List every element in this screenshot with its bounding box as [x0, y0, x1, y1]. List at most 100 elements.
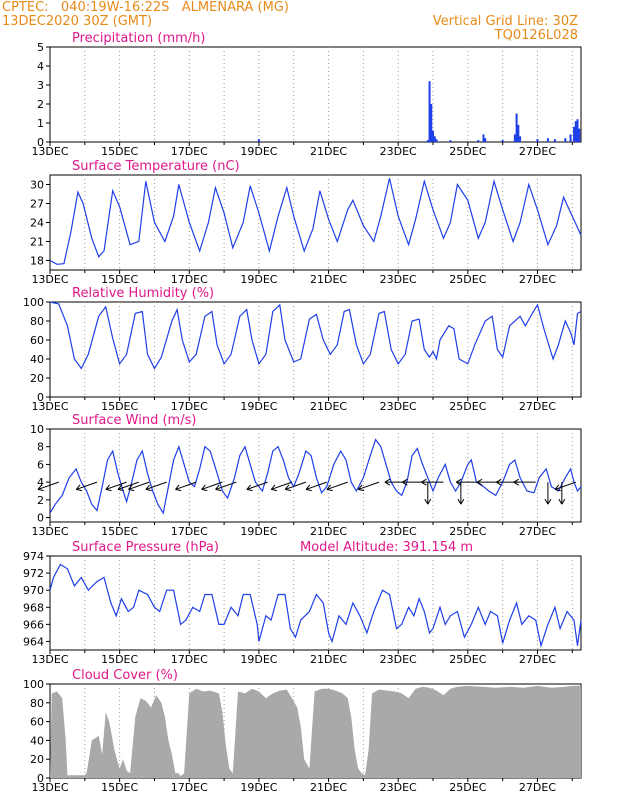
- wind-arrow-shaft: [175, 481, 197, 490]
- header-model-id: TQ0126L028: [494, 28, 578, 43]
- wind-arrow: [513, 478, 536, 486]
- precip-bar: [426, 140, 429, 142]
- panel-title: Surface Wind (m/s): [72, 413, 196, 428]
- wind-arrow-shaft: [128, 481, 150, 490]
- precip-bar: [477, 140, 480, 142]
- precip-bar: [576, 119, 579, 142]
- x-tick-label: 19DEC: [240, 145, 277, 158]
- wind-arrow: [326, 481, 348, 492]
- y-tick-label: 4: [37, 60, 44, 73]
- precip-bar: [430, 104, 433, 142]
- panel-title: Surface Pressure (hPa): [72, 540, 219, 555]
- wind-arrow: [246, 481, 268, 492]
- x-tick-label: 23DEC: [380, 525, 417, 538]
- wind-arrow: [201, 481, 223, 492]
- wind-arrow-head: [215, 484, 222, 492]
- y-tick-label: 5: [37, 41, 44, 54]
- panel-frame: [49, 301, 582, 398]
- x-tick-label: 21DEC: [310, 400, 347, 413]
- x-tick-label: 15DEC: [101, 273, 138, 286]
- header-grid-note: Vertical Grid Line: 30Z: [432, 14, 578, 29]
- y-tick-label: 40: [30, 353, 44, 366]
- y-tick-label: 6: [37, 458, 44, 471]
- wind-arrow-shaft: [145, 481, 167, 490]
- y-tick-label: 21: [30, 236, 44, 249]
- precip-bar: [513, 134, 516, 142]
- wind-arrow-head: [554, 484, 561, 492]
- wind-arrow-head: [424, 498, 432, 505]
- wind-arrow-head: [145, 484, 152, 492]
- x-tick-label: 17DEC: [171, 653, 208, 666]
- x-tick-label: 19DEC: [240, 525, 277, 538]
- wind-arrow-head: [402, 478, 408, 486]
- wind-arrow: [284, 481, 307, 492]
- x-tick-label: 25DEC: [449, 781, 486, 794]
- y-tick-label: 100: [23, 678, 44, 691]
- x-tick-label: 21DEC: [310, 273, 347, 286]
- y-tick-label: 0: [37, 772, 44, 785]
- x-tick-label: 15DEC: [101, 781, 138, 794]
- y-tick-label: 30: [30, 179, 44, 192]
- y-tick-label: 80: [30, 315, 44, 328]
- y-tick-label: 2: [37, 494, 44, 507]
- wind-arrow-shaft: [305, 481, 327, 490]
- y-tick-label: 20: [30, 372, 44, 385]
- panel-frame: [49, 174, 582, 271]
- precip-bar: [519, 136, 522, 142]
- wind-line: [49, 438, 582, 515]
- x-tick-label: 13DEC: [31, 273, 68, 286]
- wind-arrow: [128, 481, 150, 492]
- wind-arrow-head: [270, 484, 278, 492]
- x-tick-label: 27DEC: [519, 525, 556, 538]
- wind-arrow-head: [105, 484, 112, 492]
- panel-title: Surface Temperature (nC): [72, 159, 240, 174]
- wind-arrow-shaft: [246, 481, 268, 490]
- x-tick-label: 13DEC: [31, 145, 68, 158]
- x-tick-label: 21DEC: [310, 781, 347, 794]
- x-tick-label: 19DEC: [240, 273, 277, 286]
- y-tick-label: 0: [37, 136, 44, 149]
- wind-arrow-head: [457, 498, 465, 505]
- wind-arrow: [456, 478, 479, 486]
- wind-arrow: [117, 481, 139, 492]
- wind-arrow: [476, 478, 500, 486]
- x-tick-label: 13DEC: [31, 525, 68, 538]
- precip-bar: [515, 113, 518, 142]
- y-tick-label: 10: [30, 423, 44, 436]
- panel-title: Cloud Cover (%): [72, 668, 178, 683]
- precip-bar: [449, 140, 452, 142]
- y-tick-label: 974: [23, 550, 44, 563]
- wind-arrow-head: [513, 478, 519, 486]
- precip-bar: [484, 138, 487, 142]
- wind-arrow-head: [558, 498, 566, 505]
- precip-bar: [501, 140, 504, 142]
- cloud-area: [50, 685, 581, 778]
- precip-bar: [433, 136, 436, 142]
- precip-bar: [553, 139, 556, 142]
- pressure-line: [49, 563, 582, 649]
- x-tick-label: 27DEC: [519, 145, 556, 158]
- precip-bar: [517, 124, 520, 142]
- wind-arrow-shaft: [105, 481, 127, 490]
- wind-arrow-head: [284, 484, 291, 492]
- x-tick-label: 15DEC: [101, 400, 138, 413]
- panel-title: Relative Humidity (%): [72, 286, 214, 301]
- wind-arrow-shaft: [76, 481, 98, 490]
- wind-arrow-head: [456, 478, 462, 486]
- precip-bar: [574, 121, 577, 142]
- x-tick-label: 17DEC: [171, 145, 208, 158]
- y-tick-label: 970: [23, 584, 44, 597]
- x-tick-label: 27DEC: [519, 273, 556, 286]
- y-tick-label: 3: [37, 79, 44, 92]
- precip-bar: [432, 130, 435, 142]
- y-tick-label: 0: [37, 391, 44, 404]
- wind-arrow-head: [75, 484, 83, 492]
- wind-arrow-shaft: [358, 481, 380, 490]
- y-tick-label: 1: [37, 117, 44, 130]
- wind-arrow-head: [476, 478, 483, 486]
- precip-bar: [573, 126, 576, 142]
- wind-arrow-shaft: [326, 481, 348, 490]
- x-tick-label: 23DEC: [380, 273, 417, 286]
- y-tick-label: 100: [23, 296, 44, 309]
- x-tick-label: 19DEC: [240, 400, 277, 413]
